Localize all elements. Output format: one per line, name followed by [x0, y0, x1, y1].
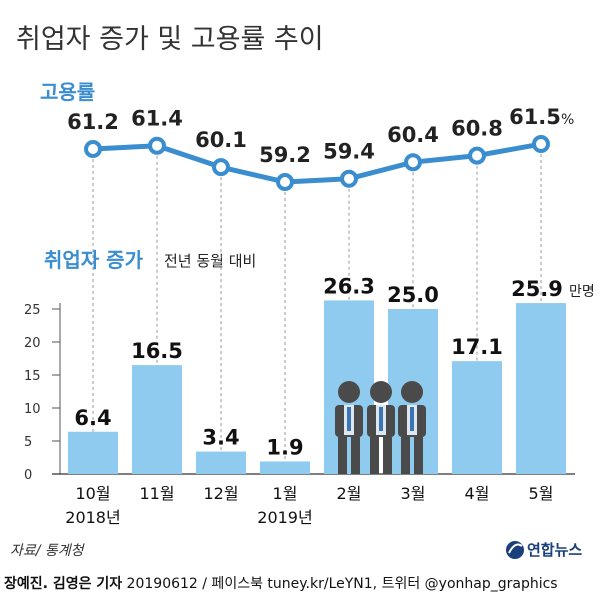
rate-point: [404, 153, 422, 172]
bar-unit-label: 만명: [569, 284, 595, 300]
rate-section-title: 고용률: [40, 80, 95, 104]
bar-value-label: 25.0: [387, 283, 439, 307]
credit-authors: 장예진. 김영은 기자: [4, 575, 122, 592]
bar-value-label: 6.4: [74, 406, 111, 430]
y-tick-label: 10: [24, 402, 41, 417]
person-leg: [401, 437, 410, 474]
y-tick-label: 5: [24, 435, 32, 450]
bar-value-label: 25.9: [511, 277, 563, 301]
logo-icon: [506, 541, 524, 559]
rate-unit-label: %: [561, 112, 574, 128]
source-note: 자료/ 통계청: [10, 543, 86, 559]
rate-value-label: 61.4: [131, 107, 183, 131]
chart-title: 취업자 증가 및 고용률 추이: [16, 24, 324, 55]
person-tie: [347, 407, 351, 431]
rate-point: [276, 173, 294, 191]
rate-point: [532, 135, 550, 154]
rate-value-label: 61.5: [509, 105, 561, 129]
office-workers-illustration: [335, 381, 426, 474]
rate-point: [212, 158, 230, 177]
person-icon: [398, 381, 426, 474]
person-tie: [410, 407, 414, 431]
person-icon: [367, 381, 395, 474]
x-tick-label: 2월: [337, 484, 362, 503]
yonhap-logo: 연합뉴스: [506, 541, 582, 559]
y-tick-label: 25: [24, 303, 41, 318]
person-leg: [414, 437, 423, 474]
credit-details: 20190612 / 페이스북 tuney.kr/LeYN1, 트위터 @yon…: [122, 576, 557, 592]
line-series: [84, 135, 550, 191]
x-tick-label: 3월: [401, 484, 426, 503]
rate-point: [340, 169, 358, 188]
x-tick-label: 4월: [465, 484, 490, 503]
bar-series: [68, 300, 566, 474]
y-tick-label: 0: [24, 468, 32, 483]
rate-value-label: 61.2: [67, 110, 119, 134]
x-tick-label: 5월: [529, 484, 554, 503]
bar-value-label: 26.3: [323, 274, 375, 298]
bar-value-label: 16.5: [131, 339, 183, 363]
bar: [68, 431, 118, 474]
employed-subtitle: 전년 동월 대비: [164, 252, 256, 270]
person-icon: [335, 381, 363, 474]
bar: [132, 365, 182, 474]
x-tick-label: 10월: [75, 484, 110, 503]
logo-text: 연합뉴스: [527, 541, 582, 559]
rate-point: [468, 146, 486, 165]
rate-line: [92, 141, 542, 185]
rate-value-label: 59.4: [323, 140, 375, 164]
rate-value-label: 60.8: [451, 117, 503, 141]
bar: [452, 361, 502, 474]
y-tick-label: 20: [24, 336, 41, 351]
rate-value-label: 60.1: [195, 128, 247, 152]
rate-point: [148, 136, 166, 155]
rate-point: [84, 140, 102, 158]
person-tie: [379, 407, 383, 431]
person-leg: [383, 437, 392, 474]
bar-value-label: 3.4: [202, 426, 239, 450]
x-tick-label: 1월: [273, 484, 298, 503]
person-leg: [370, 437, 379, 474]
person-head: [370, 381, 392, 403]
x-tick-label: 11월: [139, 484, 174, 503]
year-label-2018: 2018년: [65, 508, 120, 527]
bar: [260, 461, 310, 474]
employed-section-title: 취업자 증가: [44, 248, 144, 272]
rate-value-label: 60.4: [387, 123, 439, 147]
rate-value-label: 59.2: [259, 143, 311, 167]
person-head: [338, 381, 360, 403]
bar: [516, 303, 566, 474]
bar: [196, 451, 246, 474]
bar-value-label: 1.9: [266, 435, 303, 459]
person-leg: [351, 437, 360, 474]
credit-line: 장예진. 김영은 기자 20190612 / 페이스북 tuney.kr/LeY…: [4, 575, 558, 592]
year-label-2019: 2019년: [257, 508, 312, 527]
y-tick-label: 15: [24, 369, 41, 384]
x-tick-label: 12월: [203, 484, 238, 503]
bar-value-label: 17.1: [451, 335, 503, 359]
person-leg: [338, 437, 347, 474]
person-head: [401, 381, 423, 403]
x-axis: 10월 11월 12월 1월 2월 3월 4월 5월 2018년 2019년: [65, 484, 553, 527]
value-labels: 6.4 16.5 3.4 1.9 26.3 25.0 17.1 25.9 만명 61.2 61.4 6…: [67, 105, 595, 459]
